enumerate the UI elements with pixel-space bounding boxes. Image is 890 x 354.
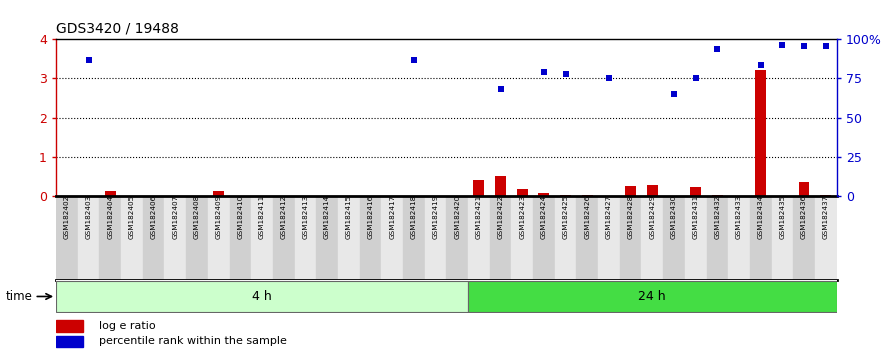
Bar bbox=[214, 192, 224, 196]
Bar bbox=[798, 182, 810, 196]
Bar bbox=[815, 196, 837, 280]
Bar bbox=[663, 196, 684, 280]
Bar bbox=[186, 196, 208, 280]
Bar bbox=[381, 196, 403, 280]
Text: 24 h: 24 h bbox=[638, 290, 666, 303]
Bar bbox=[619, 196, 642, 280]
Bar bbox=[490, 196, 512, 280]
Bar bbox=[517, 189, 528, 196]
Bar bbox=[772, 196, 793, 280]
Bar bbox=[403, 196, 425, 280]
Point bbox=[558, 72, 572, 77]
Bar bbox=[598, 196, 619, 280]
Text: time: time bbox=[5, 290, 32, 303]
Bar bbox=[707, 196, 728, 280]
Bar bbox=[642, 196, 663, 280]
Text: GDS3420 / 19488: GDS3420 / 19488 bbox=[56, 21, 179, 35]
Bar bbox=[560, 194, 571, 196]
Bar bbox=[142, 196, 165, 280]
Bar bbox=[625, 186, 636, 196]
Bar bbox=[538, 193, 549, 196]
Bar bbox=[473, 180, 484, 196]
Point bbox=[689, 75, 703, 81]
Bar bbox=[684, 196, 707, 280]
Point bbox=[710, 46, 724, 52]
Bar bbox=[728, 196, 750, 280]
Bar bbox=[821, 194, 831, 196]
Bar bbox=[468, 281, 837, 312]
Bar bbox=[121, 196, 142, 280]
Text: log e ratio: log e ratio bbox=[99, 321, 156, 331]
Point bbox=[754, 62, 768, 67]
Bar bbox=[251, 196, 273, 280]
Point bbox=[775, 42, 789, 48]
Point bbox=[407, 57, 421, 63]
Point bbox=[537, 70, 551, 75]
Bar bbox=[647, 185, 658, 196]
Bar bbox=[56, 320, 84, 332]
Bar bbox=[582, 195, 593, 196]
Bar bbox=[100, 196, 121, 280]
Bar bbox=[495, 176, 506, 196]
Bar bbox=[105, 192, 116, 196]
Point bbox=[602, 75, 616, 81]
Bar bbox=[756, 70, 766, 196]
Bar bbox=[793, 196, 815, 280]
Bar bbox=[273, 196, 295, 280]
Point bbox=[82, 57, 96, 63]
Point bbox=[667, 91, 681, 97]
Point bbox=[493, 86, 507, 92]
Bar bbox=[165, 196, 186, 280]
Bar bbox=[338, 196, 360, 280]
Bar bbox=[208, 196, 230, 280]
Bar bbox=[554, 196, 577, 280]
Bar bbox=[295, 196, 316, 280]
Bar bbox=[230, 196, 251, 280]
Point bbox=[819, 43, 833, 48]
Bar bbox=[750, 196, 772, 280]
Bar bbox=[468, 196, 490, 280]
Bar bbox=[512, 196, 533, 280]
Point bbox=[797, 43, 811, 48]
Bar bbox=[425, 196, 446, 280]
Bar bbox=[56, 281, 468, 312]
Bar bbox=[533, 196, 554, 280]
Bar bbox=[56, 196, 77, 280]
Bar bbox=[712, 195, 723, 196]
Text: 4 h: 4 h bbox=[252, 290, 272, 303]
Bar bbox=[77, 196, 100, 280]
Bar bbox=[577, 196, 598, 280]
Bar bbox=[446, 196, 468, 280]
Bar bbox=[56, 336, 84, 347]
Bar bbox=[691, 187, 701, 196]
Bar bbox=[360, 196, 381, 280]
Text: percentile rank within the sample: percentile rank within the sample bbox=[99, 336, 287, 346]
Bar bbox=[316, 196, 338, 280]
